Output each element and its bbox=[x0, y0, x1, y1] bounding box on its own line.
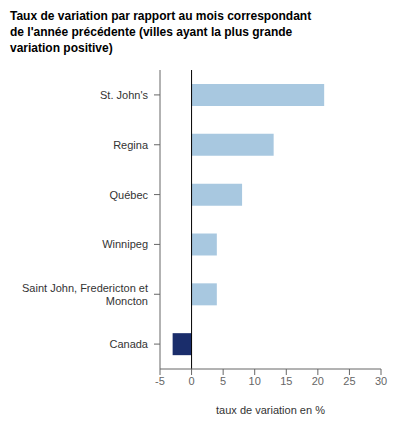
svg-text:10: 10 bbox=[249, 375, 261, 387]
svg-text:5: 5 bbox=[220, 375, 226, 387]
svg-text:25: 25 bbox=[343, 375, 355, 387]
svg-text:-5: -5 bbox=[155, 375, 165, 387]
svg-text:30: 30 bbox=[375, 375, 387, 387]
svg-text:taux de variation en %: taux de variation en % bbox=[216, 404, 325, 416]
svg-text:Saint John, Fredericton etMonc: Saint John, Fredericton etMoncton bbox=[22, 282, 148, 307]
svg-text:15: 15 bbox=[280, 375, 292, 387]
svg-text:20: 20 bbox=[312, 375, 324, 387]
svg-text:Canada: Canada bbox=[109, 338, 148, 350]
html-text:Taux de variation par rapport: Taux de variation par rapport au mois co… bbox=[10, 9, 312, 23]
svg-text:Québec: Québec bbox=[109, 189, 148, 201]
svg-text:Winnipeg: Winnipeg bbox=[102, 238, 148, 250]
svg-text:Regina: Regina bbox=[113, 139, 149, 151]
svg-text:St. John's: St. John's bbox=[100, 89, 148, 101]
html-text:variation positive): variation positive) bbox=[10, 41, 113, 55]
svg-text:0: 0 bbox=[189, 375, 195, 387]
html-text:de l'année précédente (villes: de l'année précédente (villes ayant la p… bbox=[10, 25, 293, 39]
